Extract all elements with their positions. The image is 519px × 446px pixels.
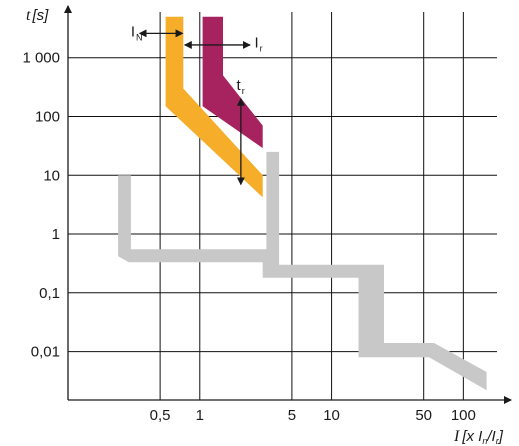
x-tick-label: 5	[288, 407, 296, 424]
curve-band-3	[202, 16, 263, 149]
x-tick-label: 100	[451, 407, 476, 424]
x-axis-symbol: I	[453, 428, 460, 445]
x-tick-label: 10	[323, 407, 340, 424]
x-tick-label: 0,5	[150, 407, 171, 424]
annotation-label: IN	[131, 23, 143, 42]
y-axis-unit: [s]	[31, 7, 49, 24]
annotation-label: Ir	[254, 34, 262, 53]
x-axis-unit: [x I	[461, 428, 482, 445]
annotations: IN Ir tr	[131, 23, 263, 186]
x-tick-label: 50	[415, 407, 432, 424]
y-axis-symbol: t	[26, 7, 31, 24]
y-tick-label: 100	[35, 109, 60, 126]
x-axis-unit-sub-n: n	[482, 436, 487, 446]
y-tick-label: 0,01	[31, 344, 60, 361]
y-tick-label: 0,1	[39, 285, 60, 302]
axes	[64, 5, 512, 404]
curve-bands	[118, 16, 487, 391]
grid	[68, 12, 497, 400]
x-tick-label: 1	[196, 407, 204, 424]
axis-titles: t [s] I [x In/Ir]	[26, 7, 504, 446]
y-tick-label: 1 000	[22, 50, 60, 67]
x-axis-title: I [x In/Ir]	[453, 428, 504, 446]
x-axis-unit-sep: /I	[486, 428, 495, 445]
x-axis-unit-sub-r: r	[496, 436, 500, 446]
y-axis-title: t [s]	[26, 7, 49, 24]
y-tick-label: 1	[52, 226, 60, 243]
y-tick-label: 10	[43, 167, 60, 184]
x-axis-unit-close: ]	[497, 428, 504, 445]
annotation-label: tr	[237, 77, 245, 96]
tick-labels: 0,5 1 5 10 50 100 1 000 100 10 1 0,1 0,01	[22, 50, 475, 424]
curve-band-1	[118, 151, 487, 391]
